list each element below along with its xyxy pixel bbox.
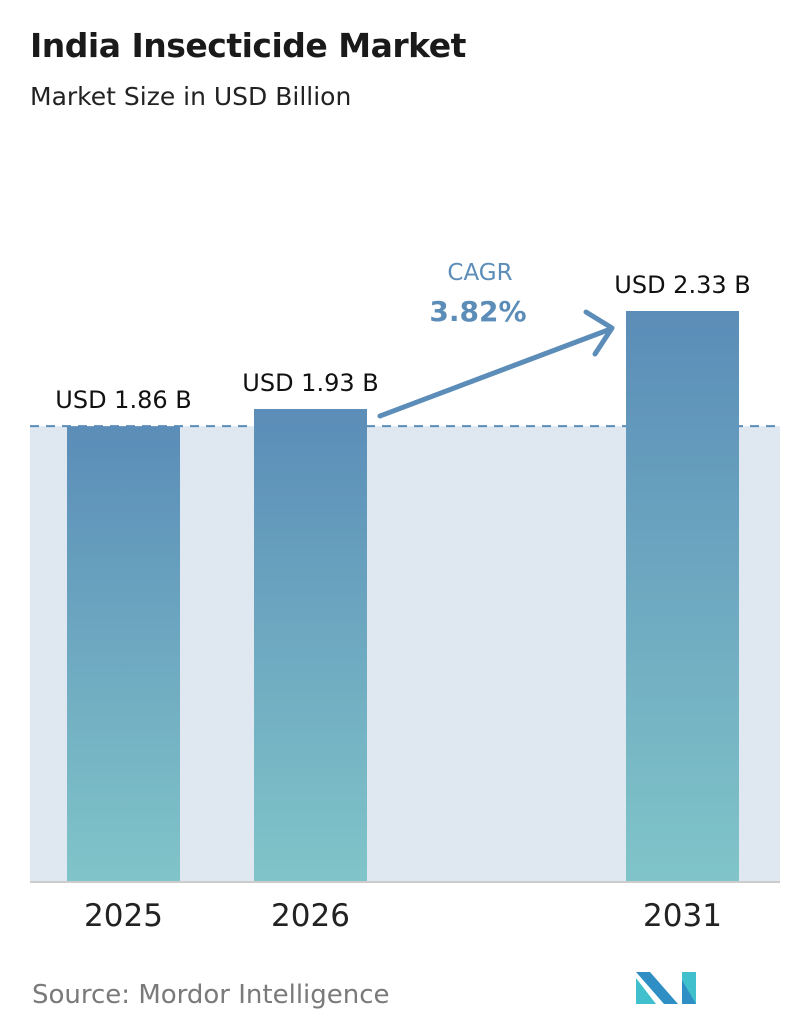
data-label-2026: USD 1.93 B [242, 369, 378, 397]
cagr-label: CAGR [447, 260, 512, 286]
bar-2031 [626, 311, 739, 882]
cagr-arrow [377, 327, 611, 419]
cagr-arrow-head [583, 309, 615, 357]
chart-subtitle: Market Size in USD Billion [30, 82, 352, 111]
cagr-value: 3.82% [429, 295, 526, 328]
x-tick-2031: 2031 [643, 898, 722, 934]
chart-title: India Insecticide Market [30, 26, 466, 65]
x-tick-2025: 2025 [84, 898, 163, 934]
data-label-2025: USD 1.86 B [55, 386, 191, 414]
x-tick-2026: 2026 [271, 898, 350, 934]
bar-2026 [254, 409, 367, 882]
bar-2025 [67, 426, 180, 882]
source-text: Source: Mordor Intelligence [32, 980, 390, 1010]
mordor-logo [636, 972, 696, 1004]
data-label-2031: USD 2.33 B [614, 271, 750, 299]
